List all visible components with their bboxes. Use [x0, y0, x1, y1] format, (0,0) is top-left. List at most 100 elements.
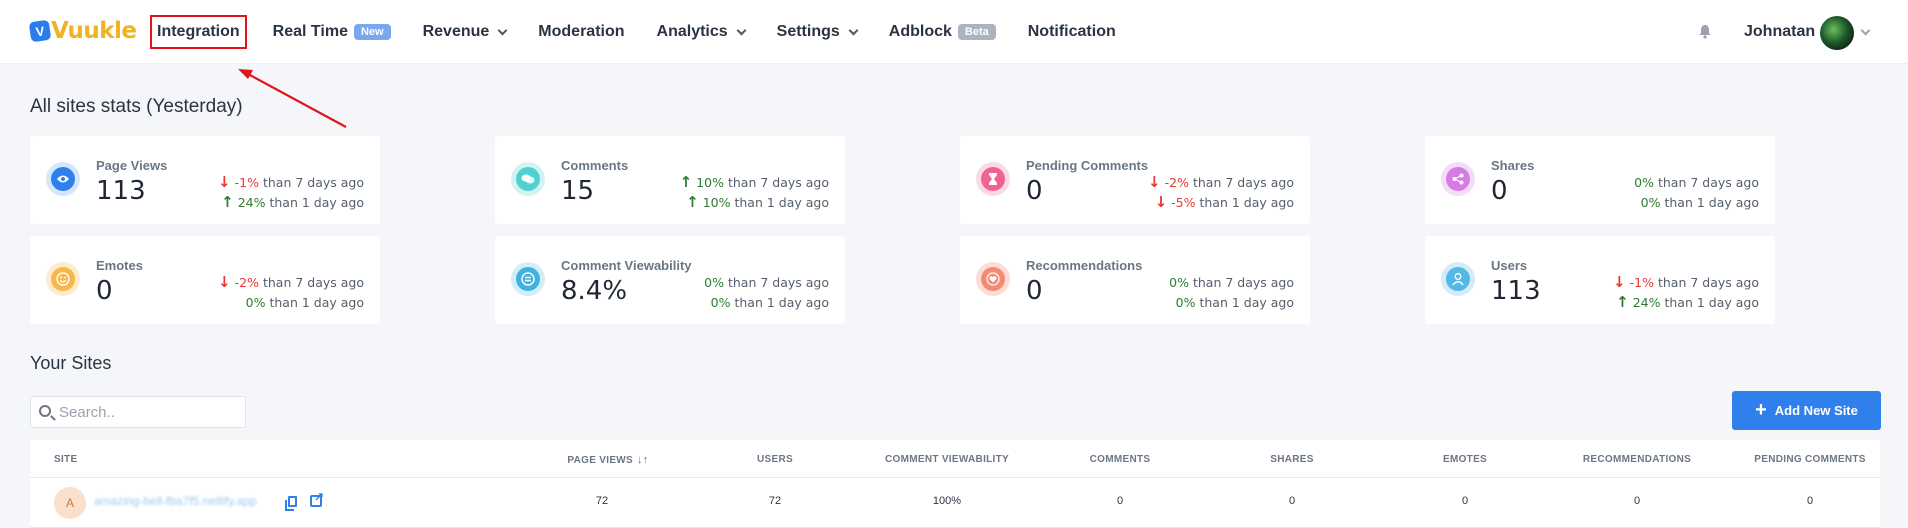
nav-integration[interactable]: Integration — [150, 15, 247, 49]
stat-trends: ↓ -2% than 7 days ago ↓ -5% than 1 day ago — [1148, 172, 1294, 212]
stat-card-page-views: Page Views 113 ↓ -1% than 7 days ago ↑ 24% than… — [30, 136, 380, 224]
stat-trends: 0% than 7 days ago 0% than 1 day ago — [1169, 272, 1294, 312]
trend-1d: 0% than 1 day ago — [710, 294, 829, 310]
chevron-down-icon — [736, 25, 747, 35]
stat-label: Shares — [1491, 158, 1535, 173]
hourglass-icon — [976, 162, 1010, 196]
arrow-up-icon: ↑ — [221, 193, 234, 211]
trend-1d: ↑ 24% than 1 day ago — [1616, 293, 1759, 311]
nav-moderation-label: Moderation — [538, 23, 625, 40]
nav-moderation[interactable]: Moderation — [538, 23, 624, 41]
cell-users: 72 — [768, 495, 782, 507]
nav-adblock[interactable]: Adblock Beta — [889, 23, 996, 41]
stat-label: Emotes — [96, 258, 143, 273]
heart-icon — [976, 262, 1010, 296]
nav-notification[interactable]: Notification — [1028, 23, 1116, 41]
trend-7d: ↓ -1% than 7 days ago — [218, 173, 364, 191]
stat-label: Users — [1491, 258, 1528, 273]
col-users[interactable]: USERS — [757, 454, 793, 465]
smile-icon — [46, 262, 80, 296]
user-name[interactable]: Johnatan — [1744, 23, 1816, 40]
nav-realtime-label: Real Time — [272, 23, 348, 40]
trend-1d: 0% than 1 day ago — [1175, 294, 1294, 310]
table-row: A amazing-bell-fba7f5.netlify.app 72 72 … — [30, 478, 1880, 528]
trend-7d: ↑ 10% than 7 days ago — [679, 173, 829, 191]
main-nav: Integration Real Time New Revenue Moderat… — [150, 0, 1148, 64]
nav-revenue-label: Revenue — [422, 23, 490, 40]
nav-analytics-label: Analytics — [656, 23, 728, 40]
stat-value: 0 — [1026, 276, 1043, 306]
trend-7d: ↓ -2% than 7 days ago — [1148, 173, 1294, 191]
stat-card-comment-viewability: Comment Viewability 8.4% 0% than 7 days ago… — [495, 236, 845, 324]
col-emotes[interactable]: EMOTES — [1442, 454, 1488, 465]
add-new-site-label: Add New Site — [1774, 403, 1858, 418]
nav-analytics[interactable]: Analytics — [656, 23, 747, 41]
stat-card-recommendations: Recommendations 0 0% than 7 days ago 0% than … — [960, 236, 1310, 324]
stat-card-comments: Comments 15 ↑ 10% than 7 days ago ↑ 10% than 1 … — [495, 136, 845, 224]
arrow-down-icon: ↓ — [218, 273, 231, 291]
col-viewability[interactable]: COMMENT VIEWABILITY — [884, 454, 1010, 465]
sites-table: SITE PAGE VIEWS ↓↑ USERS COMMENT VIEWABIL… — [30, 440, 1880, 528]
logo-text: Vuukle — [51, 18, 137, 44]
user-icon — [1441, 262, 1475, 296]
stat-label: Page Views — [96, 158, 168, 173]
trend-1d: 0% than 1 day ago — [1640, 194, 1759, 210]
copy-icon[interactable] — [285, 496, 297, 511]
cell-shares: 0 — [1288, 495, 1296, 507]
col-page-views-label: PAGE VIEWS — [567, 455, 633, 466]
sort-icon[interactable]: ↓↑ — [637, 454, 649, 466]
stat-card-shares: Shares 0 0% than 7 days ago 0% than 1 day ago — [1425, 136, 1775, 224]
avatar[interactable] — [1820, 16, 1854, 50]
chevron-down-icon — [497, 25, 508, 35]
arrow-down-icon: ↓ — [218, 173, 231, 191]
stat-trends: 0% than 7 days ago 0% than 1 day ago — [704, 272, 829, 312]
chat-icon — [511, 162, 545, 196]
col-recommendations[interactable]: RECOMMENDATIONS — [1582, 454, 1692, 465]
bell-icon[interactable] — [1698, 24, 1712, 39]
nav-settings[interactable]: Settings — [776, 23, 859, 41]
add-new-site-button[interactable]: + Add New Site — [1732, 391, 1881, 430]
stat-label: Recommendations — [1026, 258, 1143, 273]
site-search — [30, 396, 246, 428]
vuukle-logo[interactable]: V Vuukle — [28, 16, 137, 46]
nav-integration-label: Integration — [157, 23, 240, 40]
trend-1d: ↓ -5% than 1 day ago — [1154, 193, 1294, 211]
site-link[interactable]: amazing-bell-fba7f5.netlify.app — [94, 494, 257, 508]
trend-1d: 0% than 1 day ago — [245, 294, 364, 310]
eye-icon — [46, 162, 80, 196]
arrow-down-icon: ↓ — [1154, 193, 1168, 211]
stat-value: 0 — [1491, 176, 1508, 206]
stat-label: Comment Viewability — [561, 258, 692, 273]
stat-card-users: Users 113 ↓ -1% than 7 days ago ↑ 24% than 1 da… — [1425, 236, 1775, 324]
nav-revenue[interactable]: Revenue — [422, 23, 508, 41]
arrow-down-icon: ↓ — [1613, 273, 1626, 291]
chevron-down-icon[interactable] — [1860, 25, 1871, 36]
nav-notification-label: Notification — [1027, 23, 1116, 40]
external-link-icon[interactable] — [310, 490, 324, 507]
search-icon — [39, 405, 51, 417]
col-site[interactable]: SITE — [54, 454, 78, 465]
col-comments[interactable]: COMMENTS — [1089, 454, 1151, 465]
nav-realtime[interactable]: Real Time New — [273, 23, 391, 41]
search-input[interactable] — [59, 397, 239, 427]
stat-value: 0 — [1026, 176, 1043, 206]
stat-label: Pending Comments — [1026, 158, 1149, 173]
trend-1d: ↑ 10% than 1 day ago — [686, 193, 829, 211]
stat-card-emotes: Emotes 0 ↓ -2% than 7 days ago 0% than 1 day a… — [30, 236, 380, 324]
nav-settings-label: Settings — [776, 23, 840, 40]
stat-trends: ↓ -1% than 7 days ago ↑ 24% than 1 day ago — [1613, 272, 1759, 312]
sites-title: Your Sites — [30, 353, 112, 373]
col-pending[interactable]: PENDING COMMENTS — [1754, 454, 1866, 465]
logo-badge: V — [28, 19, 52, 43]
cell-emotes: 0 — [1461, 495, 1469, 507]
col-page-views[interactable]: PAGE VIEWS ↓↑ — [567, 454, 648, 466]
site-avatar: A — [54, 487, 86, 519]
arrow-up-icon: ↑ — [1616, 293, 1629, 311]
stat-value: 8.4% — [561, 276, 628, 306]
trend-7d: 0% than 7 days ago — [1634, 174, 1759, 190]
nav-adblock-label: Adblock — [888, 23, 952, 40]
col-shares[interactable]: SHARES — [1270, 454, 1314, 465]
stats-title: All sites stats (Yesterday) — [30, 96, 243, 117]
cell-comments: 0 — [1116, 495, 1124, 507]
stat-trends: ↓ -1% than 7 days ago ↑ 24% than 1 day ago — [218, 172, 364, 212]
